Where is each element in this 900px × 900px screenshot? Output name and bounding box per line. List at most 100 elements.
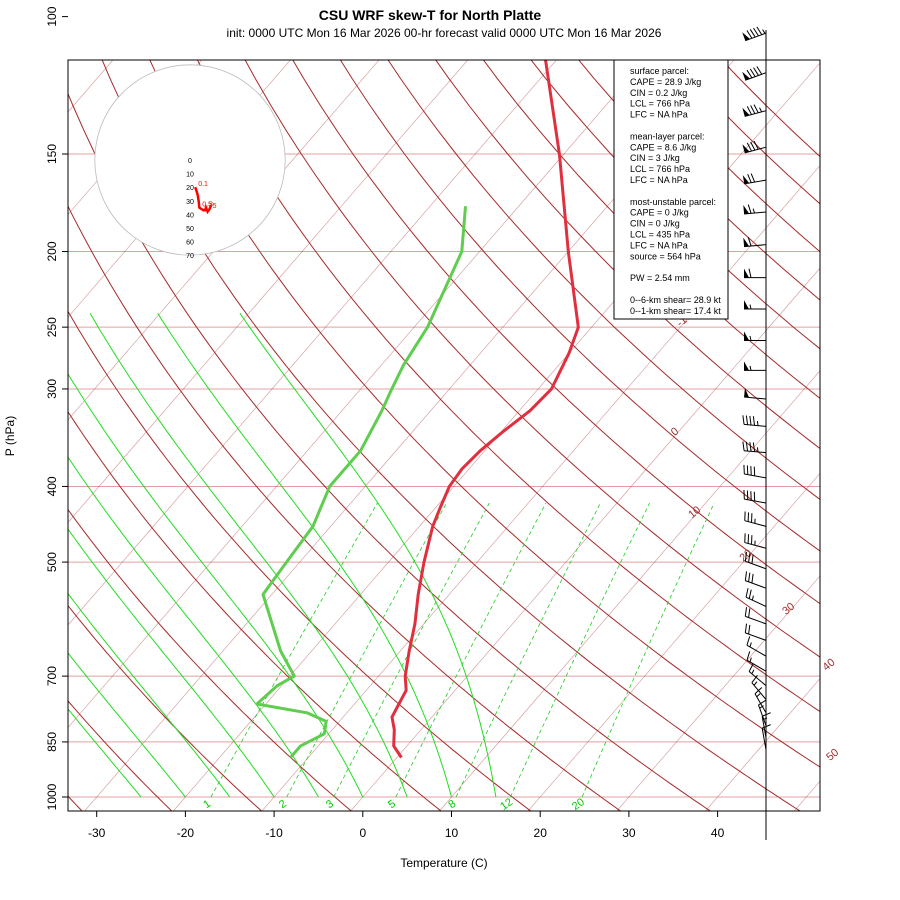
barb-half-feather	[751, 669, 755, 675]
x-tick-label: -10	[265, 826, 283, 840]
wind-barb	[761, 724, 771, 750]
isotherm-line	[705, 678, 820, 811]
dry-adiabat	[530, 60, 820, 350]
barb-feather	[744, 552, 748, 562]
barb-staff	[746, 644, 767, 657]
isotherm-line	[527, 472, 820, 811]
barb-flag	[744, 361, 749, 371]
wind-barb	[743, 489, 767, 504]
moist-adiabat	[239, 313, 497, 798]
info-line: CIN = 0.2 J/kg	[630, 88, 687, 98]
isotherm-line	[793, 780, 820, 811]
moist-adiabat	[68, 592, 231, 798]
isotherm-label: 50	[824, 747, 841, 764]
barb-feather	[746, 69, 753, 79]
info-line: LCL = 435 hPa	[630, 230, 690, 240]
y-tick-label: 200	[45, 241, 59, 261]
wind-barb	[745, 588, 767, 607]
barb-flag	[744, 268, 749, 278]
barb-half-feather	[749, 657, 752, 663]
barb-half-feather	[762, 717, 768, 721]
info-line: 0--1-km shear= 17.4 kt	[630, 306, 721, 316]
info-line: PW = 2.54 mm	[630, 273, 690, 283]
barb-feather	[754, 687, 763, 695]
axes: -30 -20 -10 0 10 20 30 401001502002503004005007…	[45, 6, 725, 840]
mixing-ratio-grid	[210, 502, 715, 798]
barb-feather	[748, 663, 754, 672]
barb-feather	[756, 66, 763, 75]
plot-frame	[67, 59, 821, 812]
barb-half-feather	[756, 421, 759, 426]
barb-flag	[742, 144, 750, 153]
x-axis-label: Temperature (C)	[400, 856, 487, 870]
barb-flag	[744, 300, 749, 310]
temperature-line	[390, 60, 580, 759]
wind-barb	[744, 571, 767, 589]
wind-barb	[744, 361, 766, 371]
info-line: source = 564 hPa	[630, 251, 701, 261]
y-tick-label: 1000	[45, 783, 59, 810]
barb-staff	[744, 520, 767, 527]
barb-feather	[761, 712, 771, 717]
barb-feather	[752, 442, 756, 452]
barb-flag	[743, 237, 750, 247]
barb-feather	[747, 237, 752, 247]
barb-staff	[751, 682, 767, 700]
x-tick-label: -20	[177, 826, 195, 840]
barb-staff	[745, 615, 767, 625]
x-tick-label: 10	[445, 826, 459, 840]
moist-adiabat	[68, 373, 364, 798]
barb-flag	[743, 205, 750, 214]
moist-adiabat	[89, 313, 408, 798]
barb-feather	[753, 140, 759, 150]
dry-adiabat	[101, 60, 801, 811]
y-tick-label: 250	[45, 317, 59, 337]
chart-subtitle: init: 0000 UTC Mon 16 Mar 2026 00-hr for…	[227, 26, 662, 40]
y-tick-label: 300	[45, 379, 59, 399]
moist-adiabat-grid	[68, 313, 497, 798]
dry-adiabat	[196, 60, 820, 713]
isotherm-line	[68, 60, 469, 523]
barb-half-feather	[759, 705, 764, 709]
barb-half-feather	[759, 107, 763, 113]
barb-half-feather	[749, 365, 752, 371]
hodograph-ring-label: 40	[186, 212, 194, 219]
info-line: CAPE = 8.6 J/kg	[630, 142, 696, 152]
barb-flag	[742, 175, 750, 184]
y-tick-label: 850	[45, 732, 59, 752]
barb-flag	[742, 71, 750, 81]
barb-feather	[748, 572, 751, 582]
hodograph-ring-label: 10	[186, 172, 194, 179]
hodograph-point-label: 5	[213, 203, 217, 210]
wind-barb	[748, 663, 767, 687]
barb-feather	[747, 174, 752, 183]
wind-barb	[744, 607, 767, 625]
dry-adiabat	[339, 60, 820, 552]
barb-feather	[746, 142, 752, 152]
barb-feather	[746, 106, 752, 115]
mixing-ratio-label: 12	[498, 796, 515, 813]
y-tick-label: 150	[45, 144, 59, 164]
barb-feather	[747, 204, 752, 214]
mixing-ratio-line	[455, 502, 601, 798]
info-line: LFC = NA hPa	[630, 175, 688, 185]
wind-barb	[744, 533, 767, 549]
barb-feather	[749, 29, 756, 38]
wind-barb	[754, 687, 767, 714]
hodograph-point-label: 0.5	[202, 202, 212, 209]
barb-feather	[742, 415, 745, 425]
barb-feather	[746, 651, 751, 661]
barb-staff	[758, 704, 767, 726]
barb-staff	[744, 498, 767, 504]
barb-staff	[748, 671, 767, 687]
wind-barb	[744, 388, 767, 400]
info-line: LFC = NA hPa	[630, 110, 688, 120]
hodograph-trace	[194, 186, 213, 215]
barb-feather	[753, 104, 759, 113]
hodograph-point-label: 3	[209, 202, 213, 209]
isotherm-line	[68, 60, 380, 421]
barb-feather	[749, 68, 756, 77]
barb-flag	[742, 107, 750, 117]
mixing-ratio-line	[581, 502, 715, 798]
wind-barb	[758, 699, 767, 726]
